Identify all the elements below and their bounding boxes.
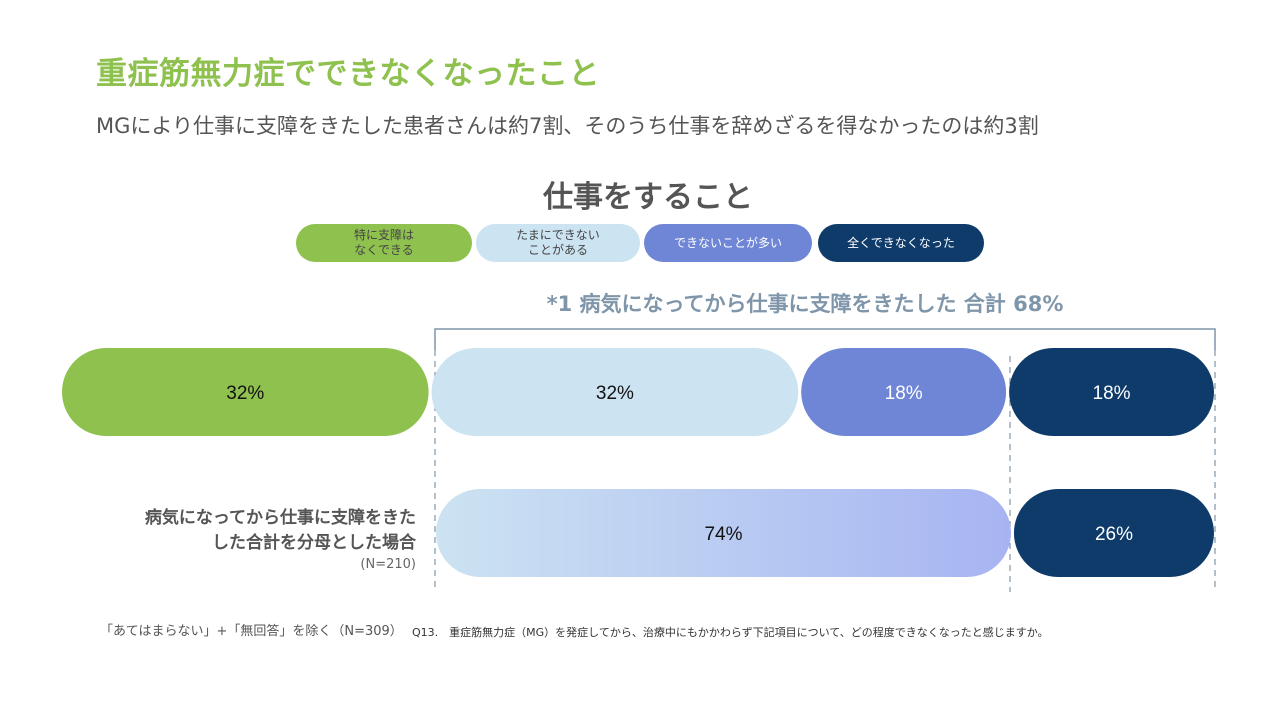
bar-still-working-label: 74% bbox=[704, 524, 742, 545]
bar-often bbox=[801, 348, 1007, 436]
page-title: 重症筋無力症でできなくなったこと bbox=[96, 56, 600, 92]
row2-label-line2: した合計を分母とした場合 bbox=[212, 533, 416, 553]
row2-label: 病気になってから仕事に支障をきた した合計を分母とした場合 (N=210) bbox=[40, 506, 416, 574]
bar-none bbox=[1009, 348, 1214, 436]
legend-item-none: 全くできなくなった bbox=[818, 224, 984, 262]
legend-item-sometimes: たまにできない ことがある bbox=[476, 224, 640, 262]
row2-label-line1: 病気になってから仕事に支障をきた bbox=[144, 508, 416, 528]
legend-item-often: できないことが多い bbox=[644, 224, 812, 262]
bar-no-problem-label: 32% bbox=[226, 383, 264, 404]
row2-sample-size: (N=210) bbox=[360, 557, 416, 572]
bar-sometimes bbox=[431, 348, 799, 436]
chart-legend: 特に支障は なくできる たまにできない ことがある できないことが多い 全くでき… bbox=[296, 224, 996, 262]
chart-title: 仕事をすること bbox=[543, 180, 753, 215]
page-subtitle: MGにより仕事に支障をきたした患者さんは約7割、そのうち仕事を辞めざるを得なかっ… bbox=[96, 114, 1039, 138]
bar-still-working bbox=[436, 489, 1011, 577]
bracket-label: *1 病気になってから仕事に支障をきたした 合計 68% bbox=[546, 292, 1064, 316]
bracket-line bbox=[434, 328, 1216, 350]
bar-quit-label: 26% bbox=[1095, 524, 1133, 545]
footnote-question: Q13. 重症筋無力症（MG）を発症してから、治療中にもかかわらず下記項目につい… bbox=[412, 626, 1049, 639]
bar-often-label: 18% bbox=[885, 383, 923, 404]
bar-none-label: 18% bbox=[1093, 383, 1131, 404]
footnote-exclusion: 「あてはまらない」+「無回答」を除く（N=309） bbox=[100, 624, 403, 639]
bar-no-problem bbox=[62, 348, 429, 436]
legend-item-no-problem: 特に支障は なくできる bbox=[296, 224, 472, 262]
bar-quit bbox=[1013, 489, 1214, 577]
bar-sometimes-label: 32% bbox=[596, 383, 634, 404]
